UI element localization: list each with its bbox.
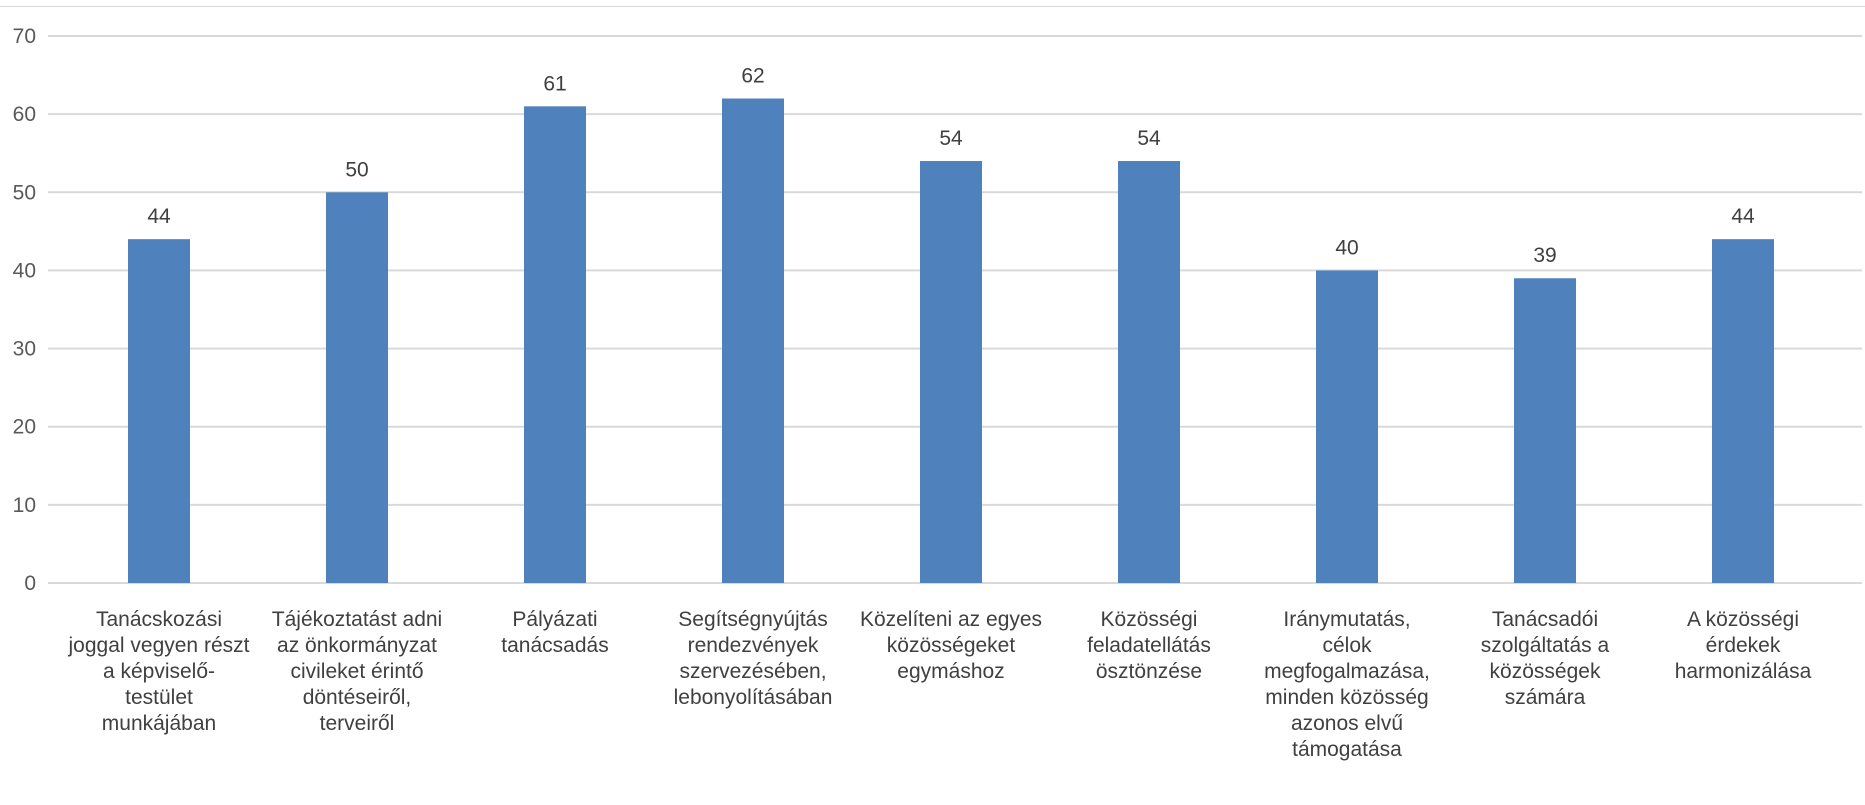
category-label-line: munkájában: [102, 712, 216, 735]
category-label-line: terveiről: [320, 712, 395, 735]
bar: [1316, 270, 1378, 583]
category-label-line: döntéseiről,: [303, 686, 412, 709]
category-label-line: közösségeket: [887, 634, 1016, 657]
category-labels: Tanácskozási joggal vegyen részt a képvise…: [68, 608, 1812, 761]
category-label: Közösségi feladatellátás ösztönzése: [1087, 608, 1211, 683]
category-label-line: a képviselő-: [103, 660, 215, 683]
category-label: A közösségi érdekek harmonizálása: [1675, 608, 1812, 683]
category-label-line: célok: [1322, 634, 1372, 657]
y-axis-tick-labels: 0 10 20 30 40 50 60 70: [13, 25, 36, 595]
category-label-line: Tanácsadói: [1492, 608, 1598, 631]
category-label-line: rendezvények: [688, 634, 819, 657]
category-label-line: tanácsadás: [501, 634, 608, 657]
y-tick-label: 30: [13, 338, 36, 361]
bar: [722, 98, 784, 583]
bar: [920, 161, 982, 583]
data-label: 39: [1533, 244, 1556, 267]
category-label-line: Segítségnyújtás: [678, 608, 827, 631]
bar: [1712, 239, 1774, 583]
y-tick-label: 40: [13, 259, 36, 282]
y-tick-label: 50: [13, 181, 36, 204]
category-label-line: feladatellátás: [1087, 634, 1211, 657]
category-label-line: közösségek: [1490, 660, 1601, 683]
category-label: Segítségnyújtás rendezvények szervezésében…: [674, 608, 833, 709]
data-label: 54: [1137, 127, 1161, 150]
bar: [128, 239, 190, 583]
category-label-line: lebonyolításában: [674, 686, 833, 709]
data-label: 44: [1731, 205, 1755, 228]
category-label: Közelíteni az egyes közösségeket egymáshoz: [860, 608, 1042, 683]
category-label-line: testület: [125, 686, 193, 709]
category-label-line: Tájékoztatást adni: [272, 608, 442, 631]
category-label-line: szervezésében,: [679, 660, 826, 683]
y-tick-label: 70: [13, 25, 36, 48]
category-label-line: joggal vegyen részt: [68, 634, 250, 657]
chart-top-border: [0, 6, 1865, 7]
category-label: Tanácsadói szolgáltatás a közösségek számár…: [1481, 608, 1610, 709]
y-tick-label: 0: [24, 572, 36, 595]
category-label: Iránymutatás, célok megfogalmazása, minden …: [1264, 608, 1430, 761]
category-label-line: érdekek: [1706, 634, 1781, 657]
bar: [1118, 161, 1180, 583]
bar: [524, 106, 586, 583]
data-labels: 44 50 61 62 54 54 40 39 44: [147, 65, 1755, 268]
data-label: 62: [741, 65, 764, 88]
category-label-line: civileket érintő: [290, 660, 423, 683]
category-label-line: támogatása: [1292, 738, 1402, 761]
y-tick-label: 10: [13, 494, 36, 517]
category-label-line: ösztönzése: [1096, 660, 1202, 683]
category-label: Tanácskozási joggal vegyen részt a képvise…: [68, 608, 250, 735]
bar: [326, 192, 388, 584]
data-label: 40: [1335, 236, 1358, 259]
category-label-line: számára: [1505, 686, 1586, 709]
category-label-line: Iránymutatás,: [1283, 608, 1410, 631]
bar: [1514, 278, 1576, 583]
category-label: Tájékoztatást adni az önkormányzat civilek…: [272, 608, 442, 735]
data-label: 44: [147, 205, 171, 228]
category-label-line: egymáshoz: [897, 660, 1004, 683]
category-label-line: azonos elvű: [1291, 712, 1403, 735]
category-label: Pályázati tanácsadás: [501, 608, 608, 657]
category-label-line: megfogalmazása,: [1264, 660, 1430, 683]
category-label-line: az önkormányzat: [277, 634, 437, 657]
category-label-line: minden közösség: [1265, 686, 1428, 709]
category-label-line: A közösségi: [1687, 608, 1799, 631]
data-label: 50: [345, 158, 368, 181]
y-tick-label: 60: [13, 103, 36, 126]
category-label-line: Pályázati: [512, 608, 597, 631]
category-label-line: szolgáltatás a: [1481, 634, 1610, 657]
data-label: 54: [939, 127, 963, 150]
category-label-line: Közösségi: [1101, 608, 1198, 631]
data-label: 61: [543, 72, 566, 95]
category-label-line: Közelíteni az egyes: [860, 608, 1042, 631]
y-tick-label: 20: [13, 416, 36, 439]
category-label-line: harmonizálása: [1675, 660, 1812, 683]
bars: [128, 98, 1774, 584]
category-label-line: Tanácskozási: [96, 608, 222, 631]
